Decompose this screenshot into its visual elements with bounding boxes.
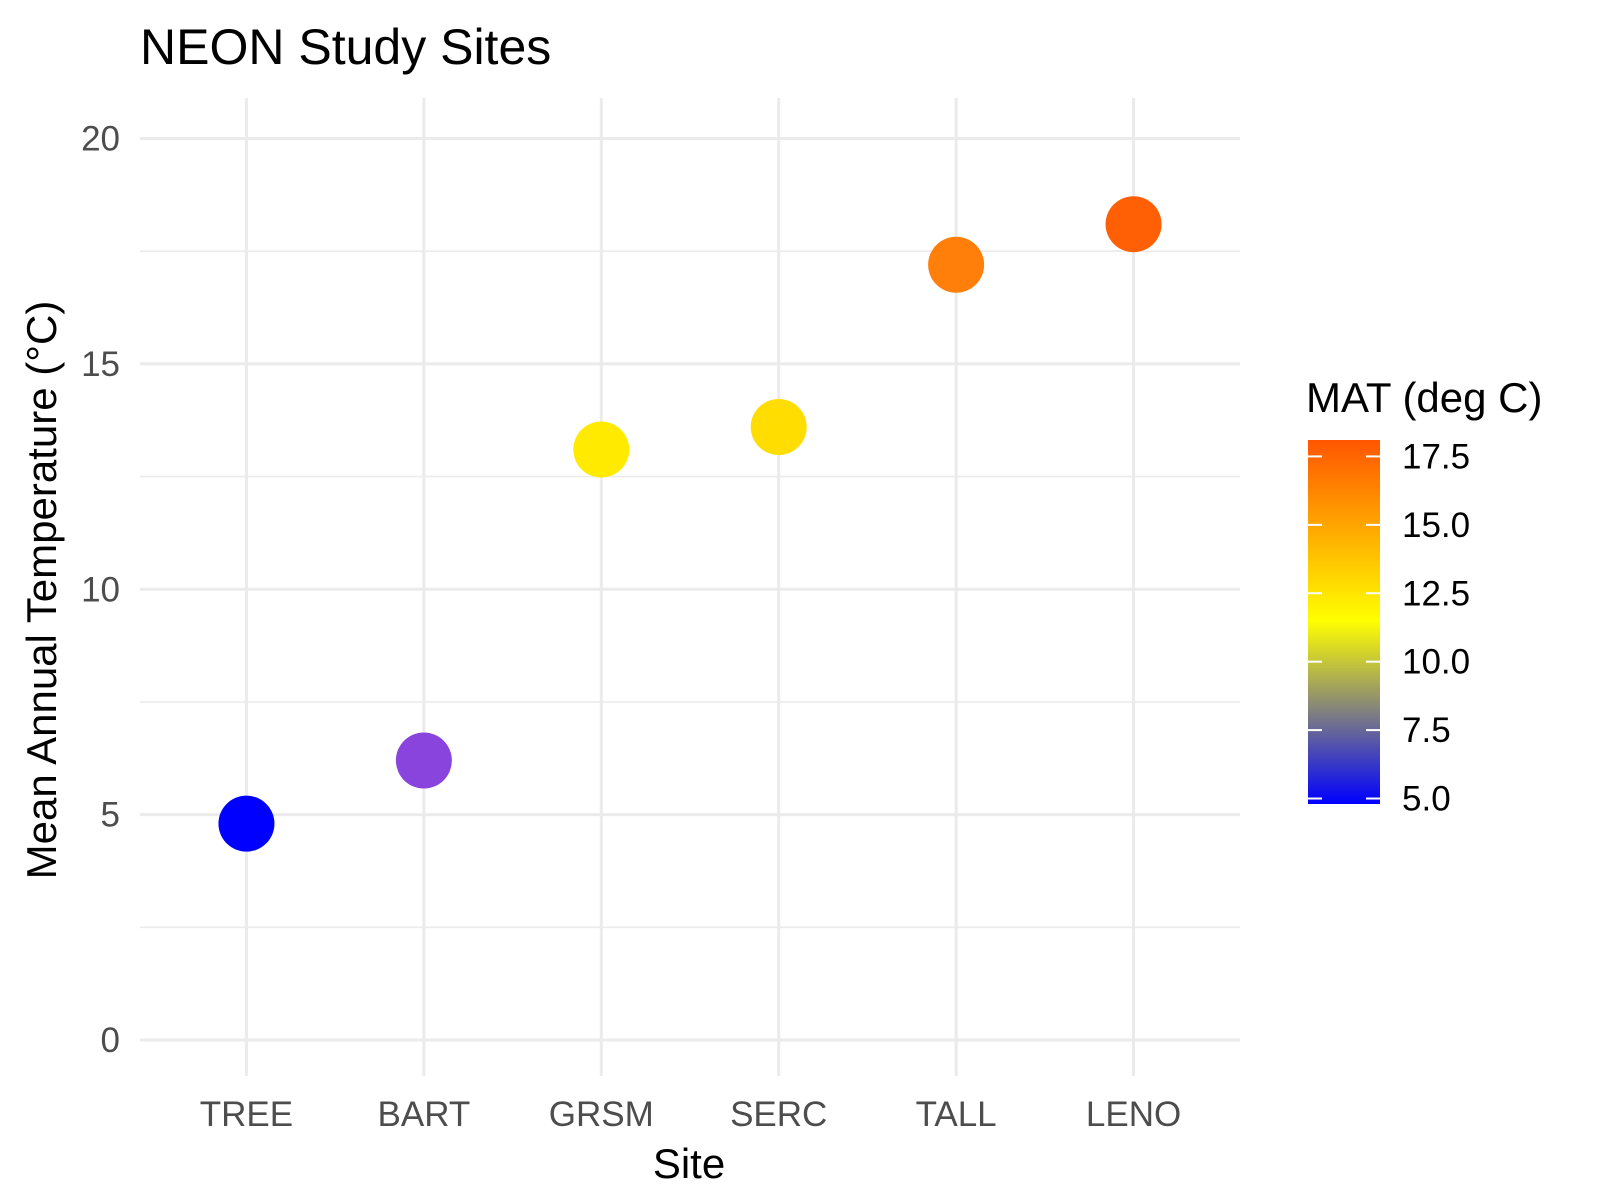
y-tick-label: 15 (81, 345, 120, 384)
grid (140, 98, 1240, 1076)
x-tick-label: SERC (730, 1095, 827, 1134)
legend-tick-label: 15.0 (1402, 506, 1470, 545)
color-legend: MAT (deg C) 5.0 7.5 10.0 12.5 15.0 17.5 (1306, 374, 1543, 819)
chart-title: NEON Study Sites (140, 19, 551, 75)
y-tick-label: 0 (101, 1021, 120, 1060)
x-tick-label: TREE (200, 1095, 293, 1134)
x-tick-label: BART (378, 1095, 471, 1134)
data-points (218, 196, 1162, 852)
data-point (1105, 196, 1162, 253)
legend-tick-label: 17.5 (1402, 437, 1470, 476)
y-axis-ticks: 0 5 10 15 20 (81, 120, 120, 1060)
data-point (395, 732, 452, 789)
x-tick-label: LENO (1086, 1095, 1181, 1134)
x-tick-label: TALL (916, 1095, 997, 1134)
x-tick-label: GRSM (549, 1095, 654, 1134)
data-point (750, 399, 807, 456)
legend-tick-label: 10.0 (1402, 643, 1470, 682)
y-tick-label: 5 (101, 796, 120, 835)
data-point (218, 795, 275, 852)
y-tick-label: 20 (81, 120, 120, 159)
colorbar (1308, 440, 1380, 804)
data-point (928, 236, 985, 293)
x-axis-title: Site (653, 1140, 725, 1187)
data-point (573, 421, 630, 478)
legend-title: MAT (deg C) (1306, 374, 1543, 421)
legend-tick-label: 7.5 (1402, 711, 1451, 750)
x-axis-ticks: TREE BART GRSM SERC TALL LENO (200, 1095, 1181, 1134)
legend-tick-label: 12.5 (1402, 574, 1470, 613)
y-axis-title: Mean Annual Temperature (°C) (18, 301, 65, 880)
legend-tick-label: 5.0 (1402, 780, 1451, 819)
y-tick-label: 10 (81, 570, 120, 609)
legend-ticks: 5.0 7.5 10.0 12.5 15.0 17.5 (1308, 437, 1470, 819)
